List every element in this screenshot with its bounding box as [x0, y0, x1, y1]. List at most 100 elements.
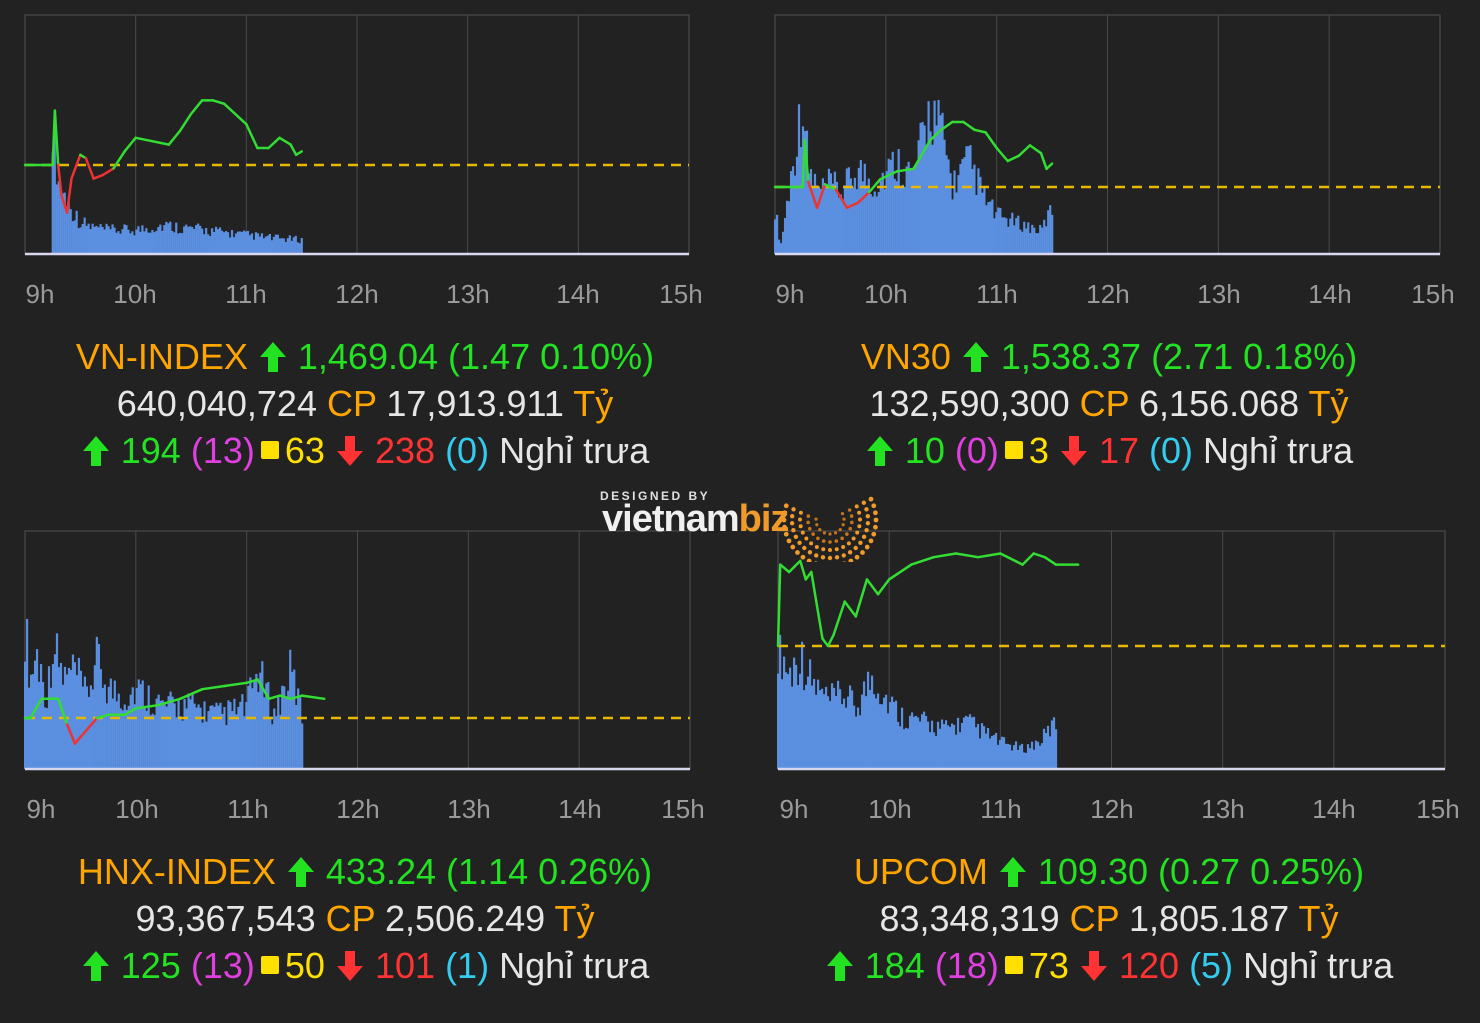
cp-label: CP	[325, 898, 376, 939]
price-segment	[876, 578, 891, 596]
volume-bar	[95, 225, 98, 254]
logo-dot	[793, 534, 799, 539]
volume-bar	[930, 720, 934, 769]
volume-bar	[899, 186, 902, 254]
volume-bar	[71, 221, 74, 254]
volume-bar	[55, 184, 58, 254]
logo-dot	[795, 550, 800, 555]
volume-bar	[912, 716, 916, 769]
logo-dot	[854, 554, 860, 560]
volume-bar	[115, 701, 118, 769]
volume-bar	[77, 228, 80, 254]
volume-bar	[929, 131, 932, 254]
logo-dot	[864, 544, 870, 550]
x-tick-label: 15h	[1411, 279, 1454, 309]
volume-bar	[39, 664, 43, 769]
price-segment	[167, 129, 182, 146]
volume-bar	[238, 231, 242, 254]
chart-vn30: 9h 10h 11h 12h 13h 14h 15h	[773, 14, 1455, 309]
volume-bar	[244, 231, 248, 254]
price-segment	[222, 102, 237, 116]
volume-bar	[249, 677, 252, 769]
volume-bar	[859, 159, 862, 254]
volume-bar	[890, 696, 894, 769]
price-segment	[984, 131, 998, 150]
unchanged-count: 63	[284, 430, 325, 471]
volume-bar	[296, 242, 299, 254]
volume-bar	[943, 139, 946, 254]
volume-bar	[968, 714, 972, 769]
volume-bar	[840, 704, 844, 769]
volume-bar	[101, 687, 104, 769]
volume-bar	[807, 173, 811, 254]
volume-bar	[931, 144, 934, 254]
volume-bar	[175, 222, 178, 254]
volume-bar	[197, 704, 200, 769]
volume-bar	[270, 240, 273, 254]
volume-bar	[1035, 233, 1038, 254]
volume-bar	[31, 674, 35, 769]
volume-bar	[179, 716, 182, 769]
volume-bar	[29, 674, 33, 769]
volume-bar	[251, 688, 254, 769]
price-segment	[245, 678, 259, 685]
volume-bar	[1011, 212, 1014, 254]
logo-dot	[834, 547, 839, 552]
volume-bar	[119, 233, 122, 254]
volume-bar	[818, 690, 822, 769]
price-segment	[821, 637, 830, 648]
volume-bar	[25, 618, 29, 769]
volume-bar	[181, 233, 184, 254]
volume-bar	[185, 708, 188, 769]
logo-dot	[873, 524, 878, 530]
volume-bar	[131, 687, 134, 769]
volume-bar	[852, 705, 856, 769]
volume-bar	[867, 178, 870, 254]
x-tick-label: 9h	[776, 279, 805, 309]
volume-bar	[171, 230, 174, 254]
logo-dot	[818, 527, 822, 532]
volume-bar	[197, 223, 200, 254]
volume-bar	[298, 243, 301, 254]
volume-bar	[163, 702, 166, 769]
volume-bar	[908, 715, 912, 769]
volume-bar	[293, 669, 296, 769]
logo-dot	[811, 532, 815, 536]
volume-bar	[1042, 728, 1046, 769]
volume-bar	[1021, 231, 1024, 254]
volume-bar	[201, 228, 204, 254]
volume-bar	[189, 226, 192, 254]
volume-bar	[837, 197, 840, 254]
volume-bar	[277, 695, 280, 769]
volume-bar	[69, 209, 72, 254]
volume-bar	[272, 236, 275, 254]
volume-bar	[218, 227, 222, 254]
index-change: (1.47 0.10%)	[448, 336, 655, 377]
ty-label: Tỷ	[1298, 898, 1339, 939]
volume-bar	[1001, 217, 1004, 254]
index-value: 1,469.04	[297, 336, 439, 377]
volume-bar	[183, 226, 186, 254]
up-arrow-icon	[82, 436, 109, 466]
index-breadth-line: 184 (18) 73 120 (5) Nghỉ trưa	[740, 942, 1478, 989]
declines-count: 101	[374, 945, 436, 986]
logo-dot	[865, 521, 871, 526]
volume-bar	[1034, 740, 1038, 769]
index-value: 1,538.37	[1000, 336, 1142, 377]
volume-bar	[939, 115, 942, 255]
volume-bar	[33, 660, 37, 769]
volume-bar	[85, 225, 88, 254]
volume-bar	[924, 716, 928, 769]
volume-bar	[795, 156, 799, 254]
volume-bar	[87, 696, 90, 769]
logo-dot	[814, 561, 818, 562]
logo-dot	[871, 531, 877, 537]
down-arrow-icon	[1060, 436, 1087, 466]
price-segment	[807, 180, 819, 210]
volume-bar	[958, 732, 962, 769]
volume-bar	[779, 243, 783, 254]
unchanged-square-icon	[1004, 441, 1023, 459]
volume-bar	[845, 168, 848, 254]
volume-bar	[892, 701, 896, 769]
price-segment	[845, 201, 860, 210]
